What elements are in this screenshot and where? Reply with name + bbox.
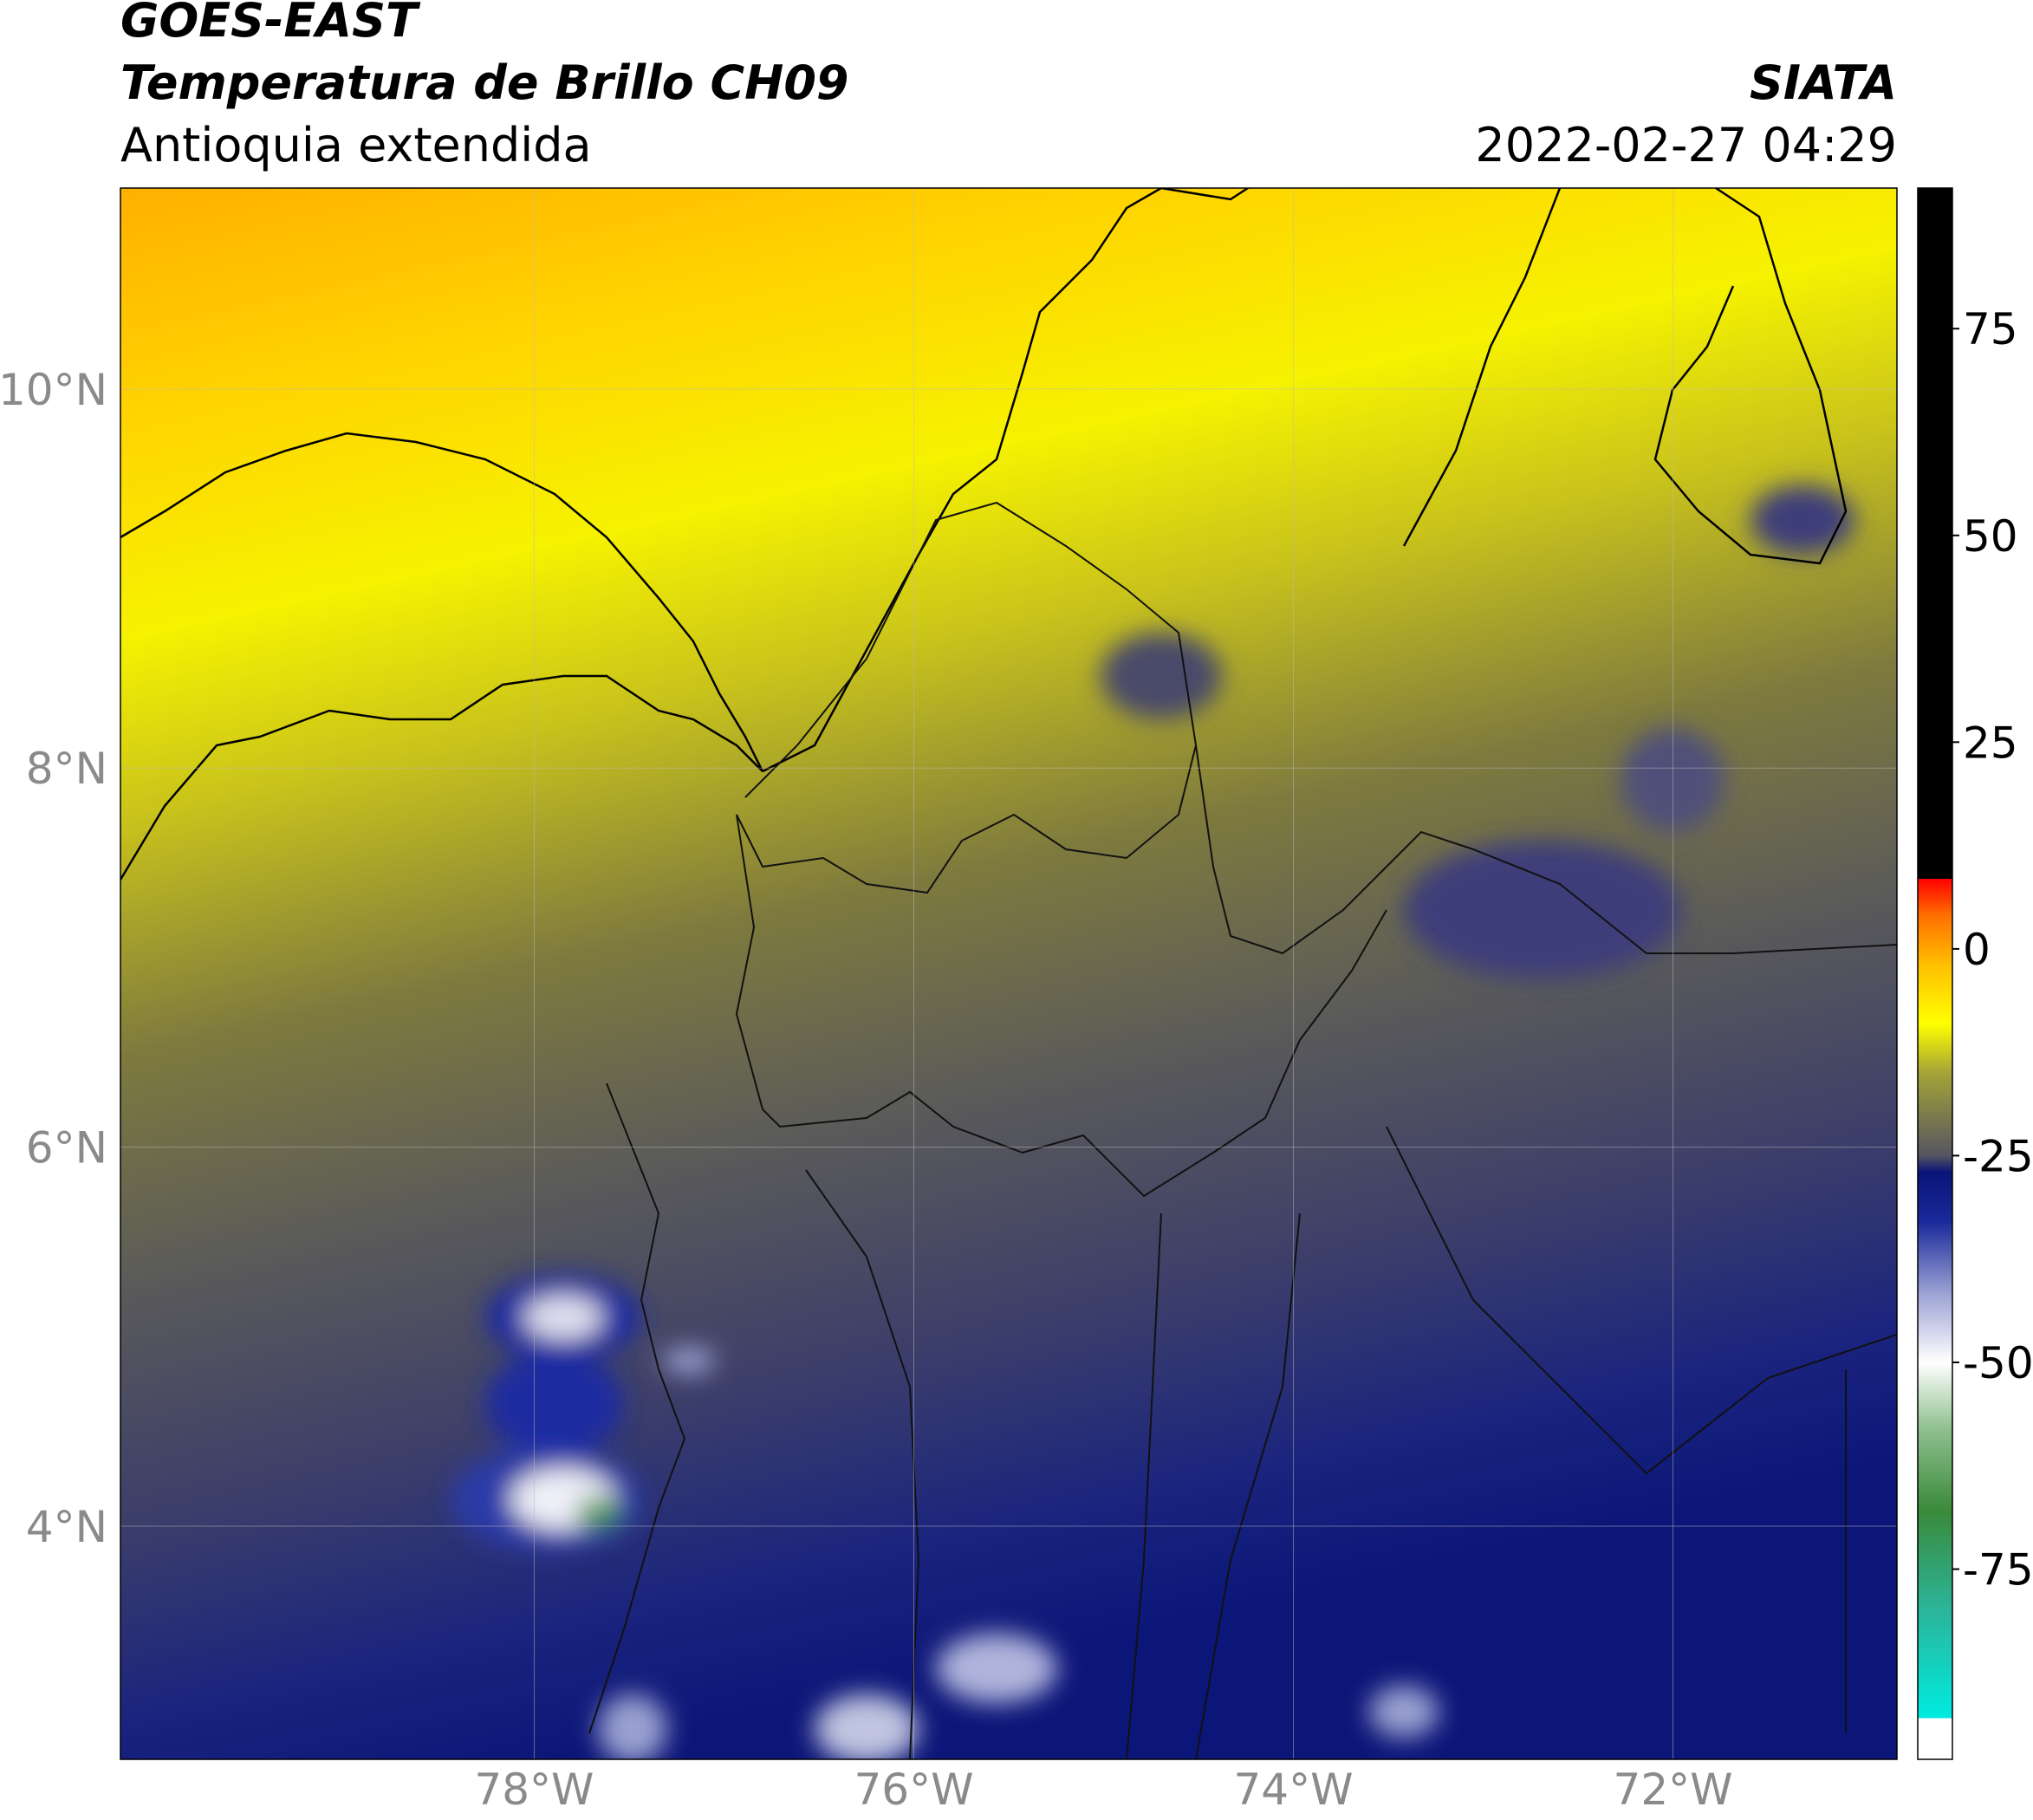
colorbar: -75 -50 -25 0 25 50 75 [1917,187,2033,1760]
coastlines [120,188,1848,881]
colorbar-tick-label: 0 [1963,925,1991,975]
colorbar-bar [1917,187,1953,1760]
y-tick-label: 6°N [26,1123,107,1173]
y-tick-label: 8°N [26,744,107,794]
axes: 78°W 76°W 74°W 72°W 4°N 6°N 8°N 10°N [0,365,1733,1815]
colorbar-tick-label: -25 [1963,1131,2033,1181]
title: GOES-EAST [120,0,421,48]
x-tick-label: 78°W [474,1765,594,1815]
y-tick-label: 10°N [0,365,107,415]
colorbar-tick-label: -50 [1963,1338,2033,1388]
source: SIATA [1750,55,1897,110]
colorbar-tick-label: -75 [1963,1545,2033,1596]
colorbar-tick-label: 75 [1963,304,2018,354]
x-tick-label: 74°W [1233,1765,1353,1815]
colorbar-tick-label: 50 [1963,511,2018,562]
datetime: 2022-02-27 04:29 [1475,118,1897,172]
colorbar-tick-label: 25 [1963,718,2018,768]
region: Antioquia extendida [120,118,592,172]
subtitle: Temperatura de Brillo CH09 [120,55,849,110]
x-tick-label: 72°W [1614,1765,1733,1815]
map-field [120,188,1897,1759]
map-frame [120,187,1898,1760]
admin-borders [588,501,1897,1759]
temperature-field [120,188,1897,1759]
cloud-features [451,485,1854,1759]
x-tick-label: 76°W [854,1765,973,1815]
grid [120,188,1897,1759]
y-tick-label: 4°N [26,1502,107,1552]
